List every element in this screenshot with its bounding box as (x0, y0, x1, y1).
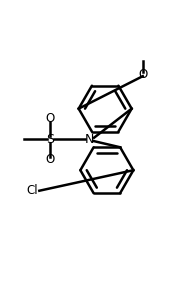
Text: Cl: Cl (27, 184, 38, 197)
Text: O: O (46, 153, 55, 166)
Text: O: O (46, 112, 55, 126)
Text: N: N (85, 133, 94, 146)
Text: S: S (47, 133, 54, 146)
Text: O: O (138, 68, 147, 81)
